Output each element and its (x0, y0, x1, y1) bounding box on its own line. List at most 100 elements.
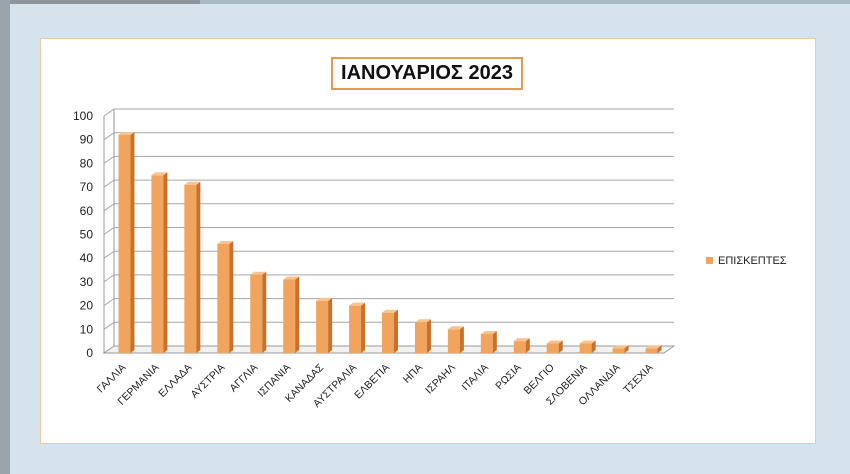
bar-top (283, 276, 300, 280)
bar-top (546, 340, 563, 344)
bar-front (184, 184, 197, 353)
bar-side (361, 302, 366, 353)
bar (382, 309, 398, 353)
bar-top (184, 181, 201, 185)
bar-front (151, 175, 164, 353)
x-tick-label: ΙΤΑΛΙΑ (459, 362, 490, 393)
x-tick-label: ΙΣΡΑΗΛ (423, 362, 458, 397)
chart-card (40, 38, 816, 444)
bar (414, 319, 431, 353)
bar-top (250, 271, 267, 275)
bar-side (459, 326, 464, 353)
bar-top (217, 240, 234, 244)
x-tick-label: ΕΛΛΑΔΑ (156, 362, 194, 400)
bar (579, 340, 596, 353)
bar (118, 131, 135, 353)
bar-front (447, 329, 460, 353)
y-tick-label: 90 (80, 133, 94, 147)
bar-side (624, 345, 629, 353)
y-tick-label: 10 (80, 322, 94, 336)
x-tick-label: ΡΩΣΙΑ (493, 362, 524, 393)
legend-label: ΕΠΙΣΚΕΠΤΕΣ (718, 255, 787, 267)
bar-side (525, 338, 530, 353)
y-tick-label: 30 (80, 275, 94, 289)
bar-front (480, 334, 493, 353)
bar-top (645, 345, 662, 349)
y-tick-label: 60 (80, 204, 94, 218)
bar-front (414, 322, 427, 353)
bar-side (426, 319, 431, 353)
bar-top (316, 297, 333, 301)
bars-layer (118, 131, 662, 353)
gridline (103, 227, 674, 235)
bar-front (316, 300, 329, 353)
bar-top (480, 331, 497, 335)
y-tick-label: 70 (80, 180, 94, 194)
bar-side (657, 345, 662, 353)
window-top-tab (10, 0, 200, 4)
bar-top (414, 319, 431, 323)
x-tick-label: ΗΠΑ (401, 362, 425, 386)
bar (283, 276, 300, 353)
gridline (103, 132, 674, 141)
bar (250, 271, 267, 353)
bar-side (229, 240, 234, 353)
bar-side (328, 297, 333, 353)
gridline (103, 321, 674, 330)
bar (612, 345, 629, 353)
bar (447, 326, 464, 353)
bar-front (645, 348, 658, 353)
bar (480, 331, 497, 353)
y-tick-label: 40 (80, 251, 94, 265)
bar (546, 340, 563, 353)
bar-side (492, 331, 497, 353)
bar-top (151, 172, 168, 176)
gridline (103, 274, 674, 283)
bar-front (579, 343, 592, 353)
bar-front (250, 274, 263, 353)
bar-side (558, 340, 563, 353)
grid-layer (102, 108, 676, 354)
x-tick-label: ΑΥΣΤΡΙΑ (188, 362, 227, 401)
bar-front (382, 312, 394, 353)
y-tick-label: 80 (80, 156, 94, 170)
bar-side (295, 276, 300, 353)
bar (151, 172, 168, 353)
legend-swatch (706, 257, 713, 264)
bar-top (349, 302, 366, 306)
window-top-strip (10, 0, 850, 4)
y-axis-ticks: 0 10 20 30 40 50 60 70 80 90 100 (73, 109, 93, 360)
bar-side (262, 271, 267, 353)
y-tick-label: 0 (86, 346, 93, 360)
bar-front (217, 243, 230, 353)
bar (513, 338, 530, 353)
y-tick-label: 100 (73, 109, 93, 123)
y-tick-label: 20 (80, 299, 94, 313)
gridline (103, 108, 674, 117)
bar-front (513, 341, 526, 353)
bar-side (130, 131, 135, 353)
bar-side (394, 309, 398, 353)
bar (316, 297, 333, 353)
bar-top (579, 340, 596, 344)
bar-top (118, 131, 135, 135)
bar-top (513, 338, 530, 342)
bar-front (283, 279, 296, 353)
x-tick-label: ΑΓΓΛΙΑ (227, 362, 260, 395)
window-left-strip (0, 0, 10, 474)
bar (645, 345, 662, 353)
bar-side (196, 181, 201, 353)
bar (349, 302, 366, 353)
bar-front (546, 343, 559, 353)
bar (217, 240, 234, 353)
gridline (103, 155, 674, 164)
bar-front (118, 134, 131, 353)
y-tick-label: 50 (80, 228, 94, 242)
bar-top (612, 345, 629, 349)
bar-top (447, 326, 464, 330)
bar-side (591, 340, 596, 353)
bar (184, 181, 201, 353)
bar-side (163, 172, 168, 353)
